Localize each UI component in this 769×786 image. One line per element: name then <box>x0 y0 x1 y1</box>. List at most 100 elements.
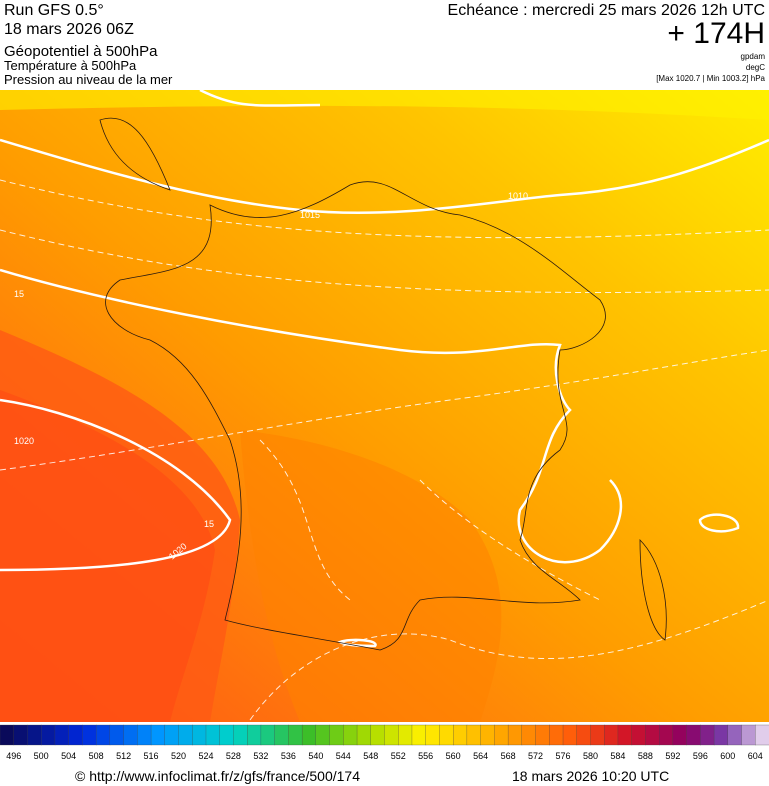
header: Run GFS 0.5° 18 mars 2026 06Z Géopotenti… <box>4 2 766 87</box>
isobars <box>0 88 769 648</box>
run: Run GFS 0.5° <box>4 2 104 19</box>
colorbar-swatch <box>27 724 42 746</box>
lead-time: + 174H <box>667 17 765 50</box>
colorbar-swatch <box>164 724 179 746</box>
colorbar-swatch <box>535 724 550 746</box>
colorbar-swatch <box>109 724 125 746</box>
colorbar-swatch <box>247 724 262 746</box>
colorbar-swatch <box>356 724 372 746</box>
colorbar-swatch <box>617 724 633 746</box>
colorbar-label: 524 <box>198 751 213 761</box>
contour-label: 15 <box>204 519 214 529</box>
isotherms <box>0 179 769 721</box>
zone <box>240 430 502 722</box>
colorbar-swatch <box>494 724 509 746</box>
contour-label: 1020 <box>14 436 34 446</box>
colorbar-label: 508 <box>89 751 104 761</box>
colorbar-swatch <box>658 724 674 746</box>
colorbar: 496 500 504 508 512 516 520 524 528 532 536 540 544 5… <box>0 724 769 761</box>
colorbar-swatch <box>604 724 619 746</box>
colorbar-label: 604 <box>748 751 763 761</box>
colorbar-label: 544 <box>336 751 351 761</box>
colorbar-label: 572 <box>528 751 543 761</box>
colorbar-label: 580 <box>583 751 598 761</box>
colorbar-label: 496 <box>6 751 21 761</box>
colorbar-swatch <box>672 724 688 746</box>
colorbar-swatch <box>0 724 15 746</box>
pressure-range: [Max 1020.7 | Min 1003.2] hPa <box>656 74 765 83</box>
contour-label: 15 <box>14 289 24 299</box>
colorbar-swatch <box>13 724 28 746</box>
colorbar-swatch <box>453 724 468 746</box>
colorbar-swatch <box>439 724 454 746</box>
colorbar-label: 592 <box>665 751 680 761</box>
run-date: 18 mars 2026 06Z <box>4 21 134 38</box>
colorbar-label: 556 <box>418 751 433 761</box>
colorbar-label: 536 <box>281 751 296 761</box>
colorbar-swatch <box>41 724 56 746</box>
colorbar-swatch <box>301 724 317 746</box>
colorbar-label: 560 <box>446 751 461 761</box>
colorbar-swatch <box>343 724 358 746</box>
contour-label: 1015 <box>300 210 320 220</box>
colorbar-swatch <box>755 724 769 746</box>
colorbar-swatch <box>137 724 152 746</box>
footer-url: © http://www.infoclimat.fr/z/gfs/france/… <box>75 768 360 784</box>
colorbar-swatch <box>54 724 70 746</box>
field: Température à 500hPa <box>4 58 137 73</box>
colorbar-swatch <box>686 724 701 746</box>
colorbar-swatch <box>480 724 495 746</box>
colorbar-swatch <box>82 724 97 746</box>
colorbar-label: 520 <box>171 751 186 761</box>
colorbar-swatch <box>549 724 564 746</box>
footer-date: 18 mars 2026 10:20 UTC <box>512 768 669 784</box>
colorbar-label: 516 <box>144 751 159 761</box>
unit: gpdam <box>741 52 766 61</box>
zone <box>0 390 215 722</box>
colorbar-label: 584 <box>610 751 625 761</box>
footer: © http://www.infoclimat.fr/z/gfs/france/… <box>75 768 669 784</box>
map: 1015 1010 1020 1020 15 15 <box>0 88 769 722</box>
colorbar-label: 552 <box>391 751 406 761</box>
colorbar-swatch <box>576 724 591 746</box>
colorbar-label: 500 <box>34 751 49 761</box>
colorbar-label: 532 <box>253 751 268 761</box>
colorbar-swatch <box>384 724 399 746</box>
field: Pression au niveau de la mer <box>4 72 173 87</box>
colorbar-swatch <box>95 724 111 746</box>
colorbar-swatch <box>562 724 578 746</box>
contour-label: 1010 <box>508 191 528 201</box>
colorbar-swatch <box>192 724 207 746</box>
colorbar-swatch <box>590 724 605 746</box>
colorbar-swatch <box>631 724 646 746</box>
colorbar-swatch <box>370 724 385 746</box>
colorbar-label: 528 <box>226 751 241 761</box>
colorbar-swatch <box>260 724 276 746</box>
unit: degC <box>746 63 765 72</box>
colorbar-label: 568 <box>501 751 516 761</box>
colorbar-label: 548 <box>363 751 378 761</box>
colorbar-swatch <box>150 724 166 746</box>
colorbar-label: 596 <box>693 751 708 761</box>
echeance: Echéance : mercredi 25 mars 2026 12h UTC <box>448 2 765 19</box>
colorbar-swatch <box>288 724 303 746</box>
colorbar-label: 588 <box>638 751 653 761</box>
colorbar-swatch <box>205 724 221 746</box>
colorbar-swatch <box>315 724 331 746</box>
zone <box>0 90 769 120</box>
colorbar-swatch <box>425 724 440 746</box>
colorbar-swatch <box>507 724 523 746</box>
field: Géopotentiel à 500hPa <box>4 43 158 60</box>
colorbar-swatch <box>713 724 729 746</box>
colorbar-label: 600 <box>720 751 735 761</box>
colorbar-label: 512 <box>116 751 131 761</box>
colorbar-swatch <box>178 724 193 746</box>
borders <box>99 117 667 651</box>
colorbar-swatch <box>68 724 83 746</box>
colorbar-label: 504 <box>61 751 76 761</box>
colorbar-swatch <box>645 724 660 746</box>
colorbar-swatch <box>466 724 482 746</box>
colorbar-label: 540 <box>308 751 323 761</box>
colorbar-swatch <box>274 724 289 746</box>
